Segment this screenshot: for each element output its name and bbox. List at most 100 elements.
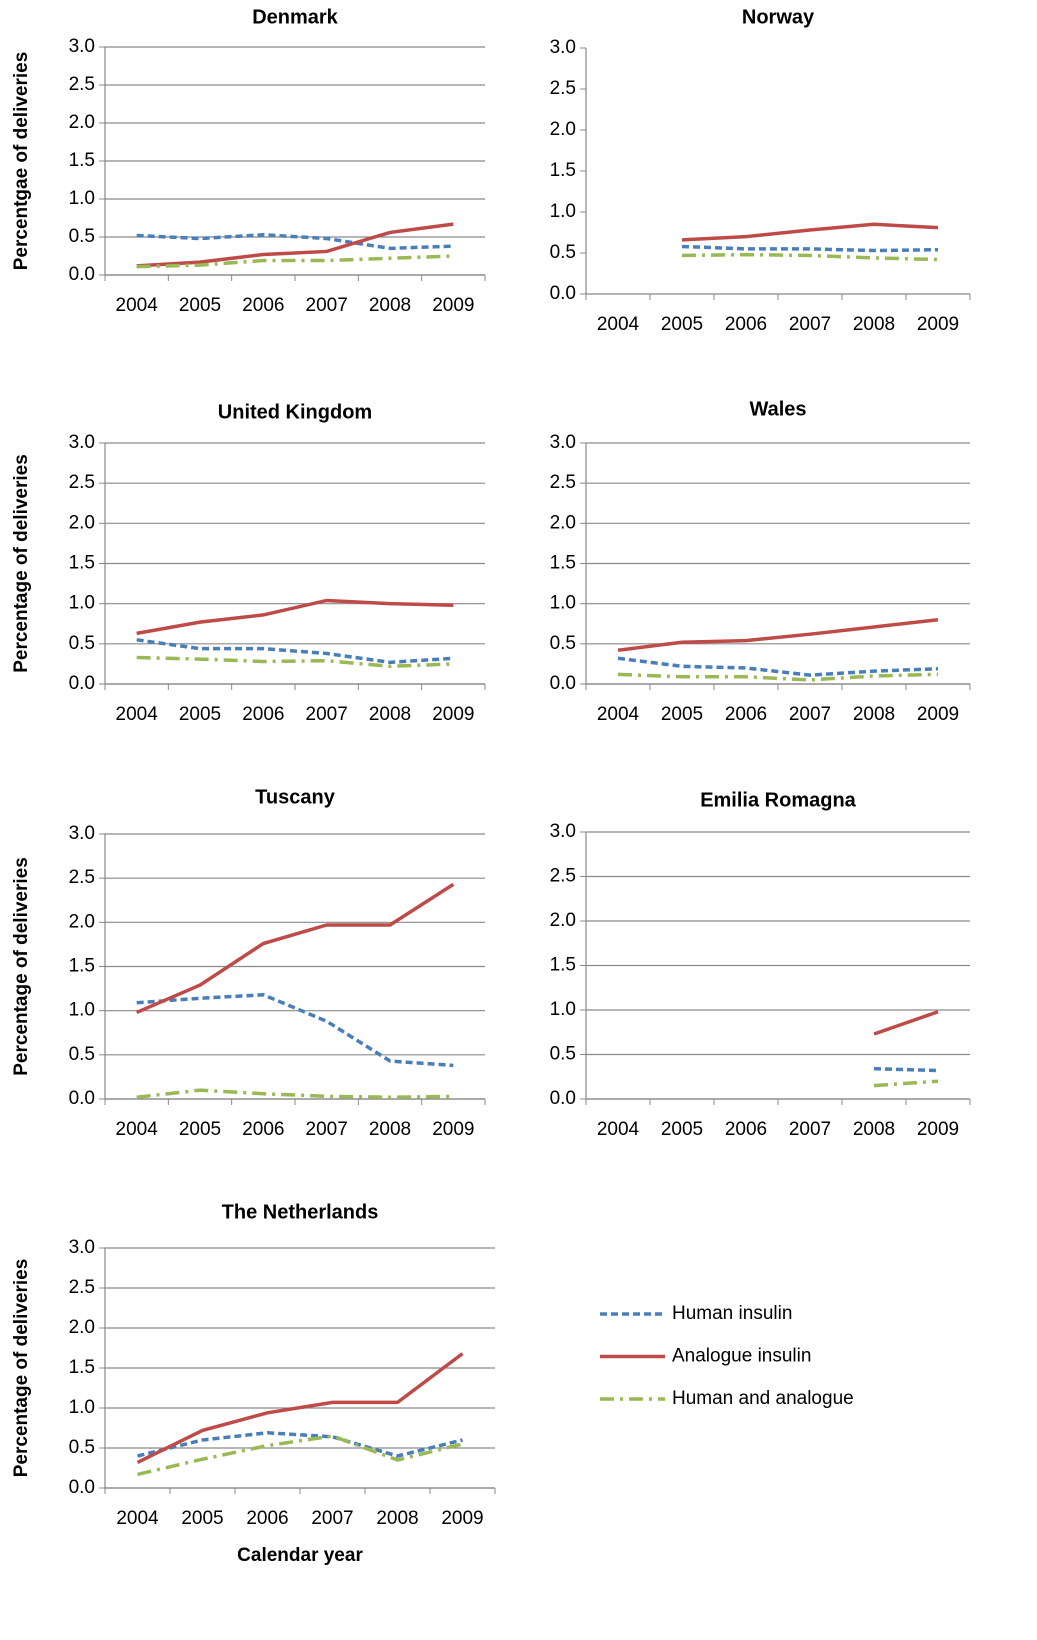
- x-tick-label: 2007: [306, 1119, 348, 1140]
- y-tick-label: 2.5: [69, 1277, 95, 1298]
- x-tick-label: 2009: [432, 1119, 474, 1140]
- x-tick-label: 2008: [376, 1508, 418, 1529]
- y-axis-label: Percentage of deliveries: [11, 857, 32, 1076]
- y-tick-label: 2.5: [550, 472, 576, 493]
- x-tick-label: 2005: [661, 314, 703, 335]
- x-tick-label: 2008: [853, 704, 895, 725]
- y-tick-label: 1.0: [550, 999, 576, 1020]
- y-tick-label: 1.0: [550, 593, 576, 614]
- series-line: [681, 222, 939, 242]
- y-tick-label: 3.0: [69, 432, 95, 453]
- y-tick-label: 3.0: [69, 36, 95, 57]
- series-line: [137, 1431, 463, 1458]
- x-tick-label: 2009: [432, 295, 474, 316]
- y-tick-label: 2.5: [69, 74, 95, 95]
- x-tick-label: 2004: [597, 1119, 640, 1140]
- series-line: [617, 672, 939, 682]
- x-tick-label: 2008: [853, 314, 895, 335]
- y-tick-label: 0.5: [550, 1044, 576, 1065]
- y-tick-label: 0.5: [69, 226, 95, 247]
- x-tick-label: 2008: [853, 1119, 895, 1140]
- y-tick-label: 0.5: [69, 1044, 95, 1065]
- series-line: [136, 232, 454, 251]
- x-tick-label: 2005: [661, 1119, 703, 1140]
- y-tick-label: 1.0: [550, 201, 576, 222]
- y-tick-label: 2.0: [550, 512, 576, 533]
- x-tick-label: 2008: [369, 1119, 411, 1140]
- x-tick-label: 2005: [661, 704, 703, 725]
- series-line: [873, 1010, 939, 1036]
- chart-title: Norway: [742, 6, 815, 28]
- y-axis-label: Percentage of deliveries: [11, 454, 32, 673]
- x-tick-label: 2007: [789, 1119, 831, 1140]
- y-tick-label: 1.5: [69, 956, 95, 977]
- legend-label: Human and analogue: [672, 1388, 854, 1409]
- y-tick-label: 0.5: [69, 1437, 95, 1458]
- x-tick-label: 2006: [725, 704, 767, 725]
- series-line: [137, 1434, 463, 1477]
- series-line: [136, 598, 454, 636]
- x-tick-label: 2006: [242, 1119, 284, 1140]
- y-tick-label: 2.0: [69, 512, 95, 533]
- y-tick-label: 0.0: [550, 673, 576, 694]
- y-axis-label: Percentage of deliveries: [11, 1259, 32, 1478]
- series-line: [136, 254, 454, 269]
- x-tick-label: 2004: [597, 704, 640, 725]
- series-line: [136, 655, 454, 669]
- y-tick-label: 1.5: [550, 955, 576, 976]
- x-tick-label: 2004: [116, 704, 159, 725]
- y-tick-label: 2.0: [550, 119, 576, 140]
- x-tick-label: 2009: [441, 1508, 483, 1529]
- y-tick-label: 1.5: [69, 1357, 95, 1378]
- y-tick-label: 2.5: [69, 867, 95, 888]
- series-line: [873, 1066, 939, 1073]
- y-tick-label: 3.0: [69, 823, 95, 844]
- x-tick-label: 2004: [597, 314, 640, 335]
- x-tick-label: 2004: [116, 1508, 159, 1529]
- x-axis-label: Calendar year: [237, 1545, 363, 1566]
- x-tick-label: 2009: [432, 704, 474, 725]
- series-line: [136, 1088, 454, 1099]
- x-tick-label: 2005: [179, 1119, 221, 1140]
- x-tick-label: 2006: [242, 295, 284, 316]
- x-tick-label: 2004: [116, 1119, 159, 1140]
- series-line: [135, 882, 455, 1015]
- y-axis-label: Percentgae of deliveries: [11, 52, 32, 271]
- y-tick-label: 0.0: [69, 1088, 95, 1109]
- y-tick-label: 3.0: [550, 37, 576, 58]
- chart-title: Wales: [749, 398, 806, 420]
- y-tick-label: 1.0: [69, 1397, 95, 1418]
- legend-label: Analogue insulin: [672, 1346, 811, 1367]
- x-tick-label: 2006: [725, 1119, 767, 1140]
- x-tick-label: 2007: [789, 314, 831, 335]
- series-line: [136, 1352, 464, 1464]
- x-tick-label: 2006: [242, 704, 284, 725]
- series-line: [136, 638, 454, 665]
- series-line: [136, 222, 454, 268]
- x-tick-label: 2006: [246, 1508, 288, 1529]
- y-tick-label: 0.0: [69, 264, 95, 285]
- y-tick-label: 0.5: [550, 633, 576, 654]
- y-tick-label: 1.5: [69, 553, 95, 574]
- y-tick-label: 3.0: [550, 821, 576, 842]
- series-line: [873, 1079, 939, 1088]
- x-tick-label: 2007: [311, 1508, 353, 1529]
- y-tick-label: 0.0: [69, 673, 95, 694]
- x-tick-label: 2004: [116, 295, 159, 316]
- x-tick-label: 2008: [369, 295, 411, 316]
- y-tick-label: 2.5: [550, 78, 576, 99]
- chart-title: Denmark: [252, 6, 338, 28]
- chart-title: Tuscany: [255, 786, 336, 808]
- x-tick-label: 2005: [179, 295, 221, 316]
- y-tick-label: 1.5: [550, 553, 576, 574]
- series-line: [617, 617, 939, 652]
- y-tick-label: 0.5: [69, 633, 95, 654]
- legend-label: Human insulin: [672, 1303, 792, 1324]
- y-tick-label: 1.0: [69, 593, 95, 614]
- y-tick-label: 2.0: [69, 1317, 95, 1338]
- x-tick-label: 2009: [917, 1119, 959, 1140]
- y-tick-label: 2.5: [69, 472, 95, 493]
- y-tick-label: 0.0: [550, 283, 576, 304]
- series-line: [617, 656, 939, 677]
